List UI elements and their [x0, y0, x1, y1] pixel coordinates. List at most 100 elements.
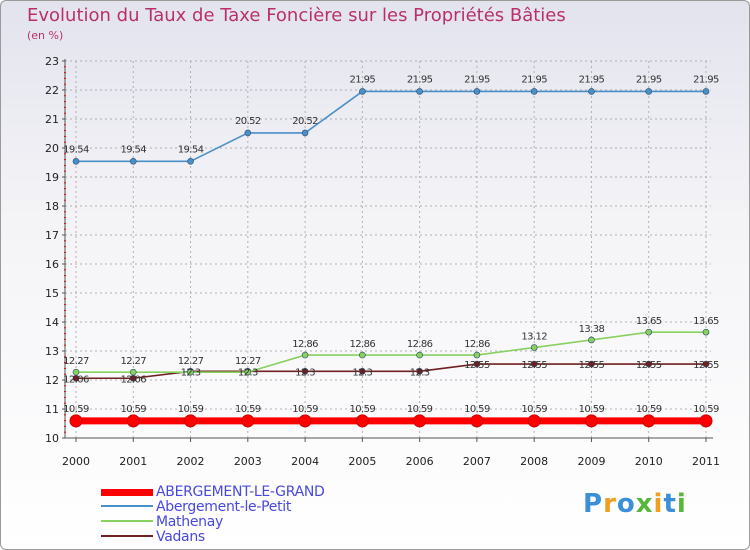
- series-line: [76, 363, 706, 380]
- data-label: 10.59: [292, 404, 318, 415]
- data-point: [301, 129, 309, 137]
- data-point: [527, 414, 541, 428]
- data-label: 10.59: [350, 404, 376, 415]
- legend-label: ABERGEMENT-LE-GRAND: [156, 484, 325, 500]
- data-point: [72, 158, 80, 165]
- x-tick-label: 2011: [692, 455, 720, 468]
- data-point: [187, 158, 194, 165]
- data-point: [69, 414, 83, 428]
- legend-swatch: [101, 489, 153, 496]
- data-point: [126, 414, 140, 428]
- series-line: [76, 90, 706, 163]
- data-label: 10.59: [521, 404, 547, 415]
- logo-letter: i: [676, 489, 687, 519]
- axis-layer: 10 11 12 13 14 15 16 17 18 19 20 21 22 23 2000 2001 2002…: [45, 55, 720, 468]
- data-label: 12.3: [295, 367, 315, 378]
- legend-label: Abergement-le-Petit: [156, 499, 292, 515]
- data-point: [72, 368, 80, 376]
- y-tick-label: 22: [45, 84, 59, 97]
- data-label: 12.55: [521, 360, 547, 371]
- data-label: 12.3: [410, 367, 430, 378]
- data-point: [184, 414, 198, 428]
- legend-swatch: [101, 535, 153, 537]
- data-label: 13.12: [521, 332, 547, 343]
- data-label: 21.95: [579, 74, 605, 85]
- data-point: [645, 328, 653, 336]
- x-tick-label: 2005: [348, 455, 376, 468]
- x-tick-label: 2007: [463, 455, 491, 468]
- data-point: [355, 414, 369, 428]
- data-label: 21.95: [350, 74, 376, 85]
- data-point: [530, 344, 538, 351]
- data-point: [416, 88, 423, 95]
- data-point: [301, 367, 309, 375]
- y-tick-label: 20: [45, 142, 59, 155]
- series-line: [76, 331, 706, 373]
- data-label: 12.27: [178, 356, 204, 367]
- data-label: 12.55: [693, 360, 719, 371]
- data-label: 19.54: [178, 144, 204, 155]
- data-point: [699, 414, 713, 428]
- data-point: [470, 414, 484, 428]
- x-tick-label: 2000: [62, 455, 90, 468]
- data-label: 21.95: [407, 74, 433, 85]
- grid-layer: [65, 60, 711, 439]
- data-label: 19.54: [120, 144, 146, 155]
- data-label: 13.65: [693, 316, 719, 327]
- legend-label: Mathenay: [156, 514, 223, 530]
- data-point: [702, 360, 710, 368]
- data-point: [416, 367, 423, 375]
- data-point: [473, 88, 481, 95]
- data-label: 20.52: [292, 116, 318, 127]
- legend-label: Vadans: [156, 529, 205, 545]
- logo-letter: P: [583, 489, 604, 519]
- data-label: 21.95: [521, 74, 547, 85]
- legend-swatch: [101, 520, 153, 522]
- data-label: 10.59: [120, 404, 146, 415]
- y-tick-label: 12: [45, 374, 59, 387]
- legend-swatch: [101, 505, 153, 507]
- data-point: [416, 351, 423, 359]
- data-label: 12.06: [63, 374, 89, 385]
- data-label: 10.59: [464, 404, 490, 415]
- logo-letter: t: [663, 489, 677, 519]
- data-point: [129, 368, 137, 376]
- data-label: 10.59: [579, 404, 605, 415]
- data-point: [530, 88, 538, 95]
- x-tick-label: 2010: [635, 455, 663, 468]
- data-label: 12.86: [407, 339, 433, 350]
- data-point: [129, 158, 137, 165]
- data-label: 12.27: [120, 356, 146, 367]
- data-label: 12.55: [464, 360, 490, 371]
- unit-label: (en %): [27, 29, 64, 42]
- data-label: 13.65: [636, 316, 662, 327]
- logo-letter: x: [635, 489, 654, 519]
- y-tick-label: 17: [45, 229, 59, 242]
- x-tick-label: 2004: [291, 455, 319, 468]
- y-tick-label: 19: [45, 171, 59, 184]
- data-point: [413, 414, 427, 428]
- y-tick-label: 23: [45, 55, 59, 68]
- data-label: 21.95: [464, 74, 490, 85]
- data-point: [244, 368, 252, 376]
- data-label: 12.3: [181, 367, 201, 378]
- y-tick-label: 15: [45, 287, 59, 300]
- data-point: [584, 414, 598, 428]
- data-point: [473, 351, 481, 359]
- data-label: 21.95: [636, 74, 662, 85]
- data-label: 10.59: [235, 404, 261, 415]
- data-label: 12.55: [579, 360, 605, 371]
- logo-letter: o: [616, 489, 636, 519]
- data-label: 10.59: [407, 404, 433, 415]
- data-label: 12.27: [63, 356, 89, 367]
- x-tick-label: 2003: [234, 455, 262, 468]
- data-label: 12.3: [352, 367, 372, 378]
- data-point: [702, 88, 710, 95]
- data-label: 12.3: [238, 367, 258, 378]
- data-label-layer: 12.06 12.06 12.3 12.3 12.3 12.3 12.3 12.55 12.55…: [63, 74, 719, 414]
- data-point: [244, 129, 252, 137]
- data-label: 12.55: [636, 360, 662, 371]
- logo-letter: r: [603, 489, 617, 519]
- data-label: 12.86: [350, 339, 376, 350]
